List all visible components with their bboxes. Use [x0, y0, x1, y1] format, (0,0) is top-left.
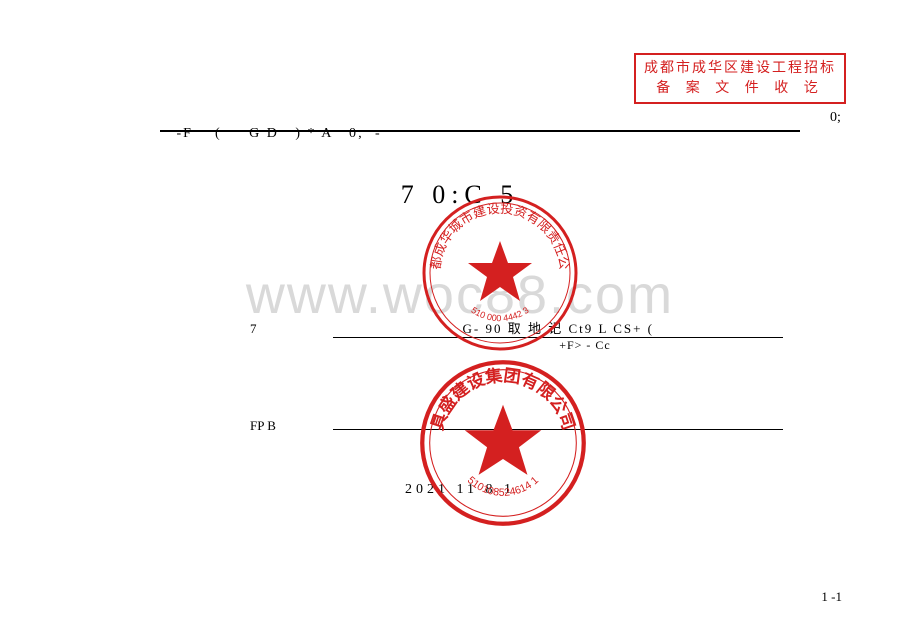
seal-contractor: 具盛建设集团有限公司 510108524614 1: [418, 358, 588, 528]
page-number: 1 -1: [821, 589, 842, 605]
contractor-field: [333, 410, 783, 430]
watermark: www.woc88.com: [0, 264, 920, 326]
stamp-line1: 成都市成华区建设工程招标: [644, 59, 836, 79]
contractor-label: FP B: [250, 418, 330, 434]
contractor-row: FP B: [250, 410, 810, 434]
owner-row: 7 G- 90 取 地 记 Ct9 L CS+ (: [250, 318, 810, 338]
header-underlined: -F ( G D ) * A 0; -: [160, 110, 800, 132]
owner-label: 7: [250, 321, 330, 337]
owner-field: G- 90 取 地 记 Ct9 L CS+ (: [333, 318, 783, 338]
header-text: -F ( G D ) * A 0; -: [171, 126, 382, 141]
stamp-line2: 备 案 文 件 收 讫: [644, 79, 836, 99]
date: 2021 11 8 1: [0, 482, 920, 498]
header-tail: 0;: [830, 110, 841, 126]
owner-sub: +F> - Cc: [360, 338, 810, 353]
section-title: 7 0:C 5: [0, 180, 920, 210]
receipt-stamp: 成都市成华区建设工程招标 备 案 文 件 收 讫: [634, 53, 846, 104]
